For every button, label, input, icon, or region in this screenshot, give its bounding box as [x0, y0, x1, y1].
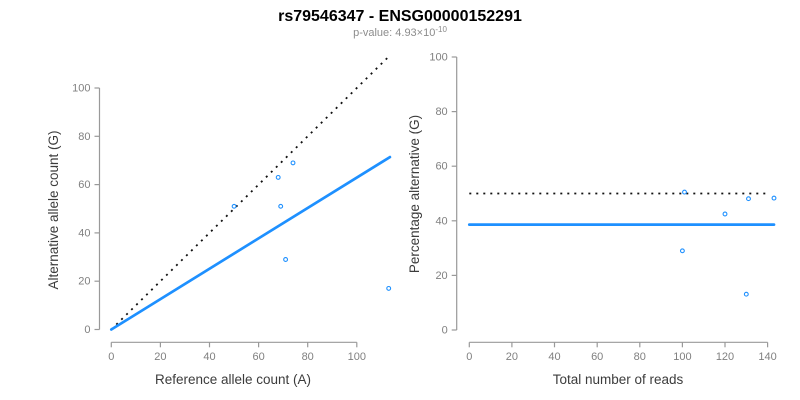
x-axis-title: Total number of reads [553, 372, 684, 387]
y-tick-label: 0 [84, 324, 90, 336]
data-point [386, 285, 392, 291]
data-point [278, 203, 284, 209]
y-tick-label: 80 [78, 131, 90, 143]
pvalue-subtitle: p-value: 4.93×10-10 [0, 25, 800, 39]
y-tick-label: 100 [429, 52, 447, 64]
y-tick-label: 0 [442, 325, 448, 337]
x-tick-label: 40 [203, 351, 215, 363]
y-axis-title: Percentage alternative (G) [407, 115, 422, 273]
x-tick-label: 60 [252, 351, 264, 363]
identity-line [110, 55, 390, 331]
data-point [771, 195, 777, 201]
x-tick-label: 100 [673, 351, 691, 363]
y-tick-label: 60 [435, 161, 447, 173]
fit-line [109, 155, 392, 331]
x-axis-title: Reference allele count (A) [155, 372, 311, 387]
x-tick-label: 20 [506, 351, 518, 363]
y-axis-title: Alternative allele count (G) [46, 130, 61, 289]
x-tick-label: 100 [348, 351, 366, 363]
x-tick-label: 40 [548, 351, 560, 363]
y-tick-label: 40 [435, 215, 447, 227]
data-point [231, 203, 237, 209]
y-tick-label: 100 [72, 83, 90, 95]
y-tick-label: 20 [78, 276, 90, 288]
y-tick-label: 40 [78, 227, 90, 239]
right-panel: 0 20 40 60 80 100 0 20 40 60 80 100 120 140 Total numb… [407, 52, 777, 388]
data-point [283, 257, 289, 262]
x-tick-label: 140 [758, 351, 776, 363]
data-point [743, 291, 749, 297]
x-tick-label: 0 [466, 351, 472, 363]
x-tick-label: 60 [591, 351, 603, 363]
y-tick-label: 80 [435, 106, 447, 118]
data-point [290, 160, 296, 166]
data-point [679, 248, 685, 254]
x-tick-label: 20 [154, 351, 166, 363]
x-tick-label: 80 [634, 351, 646, 363]
left-panel: 0 20 40 60 80 100 0 20 40 60 80 100 Reference allele… [46, 55, 392, 387]
page-title: rs79546347 - ENSG00000152291 [278, 8, 522, 25]
y-tick-label: 20 [435, 270, 447, 282]
data-point [746, 196, 751, 202]
data-point [275, 174, 281, 180]
x-tick-label: 0 [108, 351, 114, 363]
x-tick-label: 80 [302, 351, 314, 363]
data-point [682, 189, 687, 195]
x-tick-label: 120 [716, 351, 734, 363]
y-tick-label: 60 [78, 179, 90, 191]
data-point [722, 211, 728, 217]
pvalue-exponent: -10 [435, 25, 447, 34]
pvalue-text: p-value: 4.93×10 [353, 27, 436, 39]
